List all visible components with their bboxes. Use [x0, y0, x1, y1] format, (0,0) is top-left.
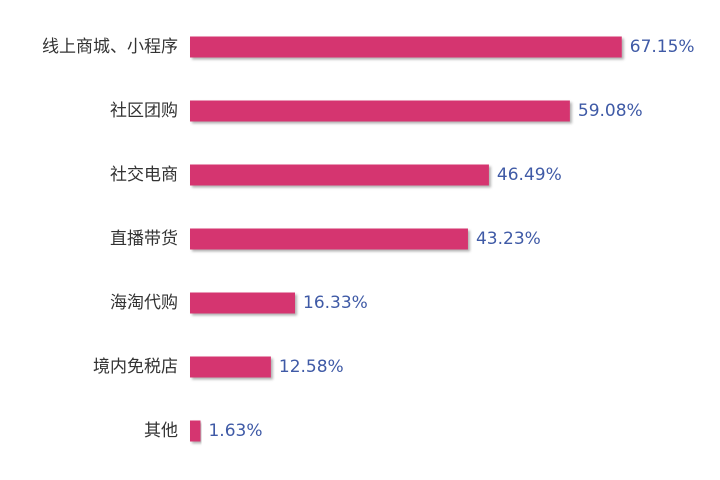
value-label: 43.23%: [476, 229, 541, 249]
bar: [190, 356, 271, 378]
value-label: 12.58%: [279, 357, 344, 377]
category-label: 海淘代购: [110, 293, 178, 313]
value-label: 16.33%: [303, 293, 368, 313]
category-label: 社区团购: [110, 101, 178, 121]
bar: [190, 100, 570, 122]
bar: [190, 228, 468, 250]
value-label: 67.15%: [630, 37, 695, 57]
category-label: 线上商城、小程序: [42, 37, 178, 57]
category-label: 其他: [144, 421, 178, 441]
category-label: 直播带货: [110, 229, 178, 249]
category-label: 境内免税店: [93, 357, 178, 377]
value-label: 1.63%: [208, 421, 262, 441]
bar: [190, 164, 489, 186]
value-label: 59.08%: [578, 101, 643, 121]
bar: [190, 420, 201, 442]
bar: [190, 36, 622, 58]
bar: [190, 292, 296, 314]
category-label: 社交电商: [110, 165, 178, 185]
value-label: 46.49%: [497, 165, 562, 185]
